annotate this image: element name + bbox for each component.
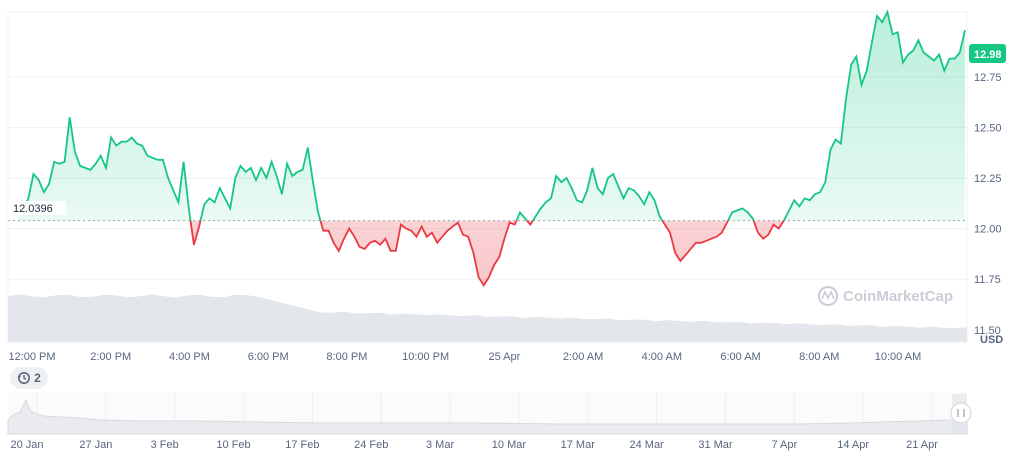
x-tick-label: 10:00 PM [402, 351, 449, 363]
navigator[interactable]: 20 Jan 27 Jan 3 Feb 10 Feb 17 Feb 24 Feb 3 Mar… [7, 392, 972, 451]
svg-text:12.0396: 12.0396 [13, 203, 53, 215]
navigator-tick-label: 31 Mar [698, 439, 733, 451]
x-tick-label: 4:00 PM [169, 351, 210, 363]
price-line-down [189, 220, 785, 287]
x-tick-label: 6:00 AM [720, 351, 760, 363]
history-count: 2 [34, 371, 41, 385]
y-axis: 12.75 12.50 12.25 12.00 11.75 11.50 [974, 72, 1002, 337]
x-tick-label: 12:00 PM [8, 351, 55, 363]
navigator-tick-label: 10 Mar [492, 439, 527, 451]
y-tick-label: 11.75 [974, 274, 1001, 286]
price-line-up [17, 9, 966, 221]
x-tick-label: 4:00 AM [642, 351, 682, 363]
x-axis: 12:00 PM 2:00 PM 4:00 PM 6:00 PM 8:00 PM 10:0… [8, 351, 921, 363]
navigator-tick-label: 21 Apr [906, 439, 938, 451]
navigator-handle[interactable] [950, 402, 972, 424]
x-tick-label: 10:00 AM [875, 351, 921, 363]
navigator-tick-label: 27 Jan [79, 439, 112, 451]
volume-area [8, 294, 967, 342]
x-tick-label: 2:00 AM [563, 351, 603, 363]
y-tick-label: 11.50 [974, 325, 1001, 337]
x-tick-label: 8:00 AM [799, 351, 839, 363]
area-fill-up [18, 12, 965, 221]
navigator-tick-label: 10 Feb [216, 439, 250, 451]
svg-text:CoinMarketCap: CoinMarketCap [843, 288, 953, 305]
baseline-label: 12.0396 [8, 201, 66, 215]
navigator-tick-label: 17 Feb [285, 439, 319, 451]
navigator-tick-label: 7 Apr [771, 439, 797, 451]
y-tick-label: 12.75 [974, 72, 1002, 84]
x-tick-label: 2:00 PM [90, 351, 131, 363]
y-tick-label: 12.50 [974, 122, 1002, 134]
history-button[interactable]: 2 [10, 367, 48, 389]
navigator-tick-label: 24 Mar [629, 439, 664, 451]
navigator-series [7, 398, 968, 435]
x-tick-label: 25 Apr [488, 351, 520, 363]
watermark: CoinMarketCap [818, 286, 953, 306]
navigator-tick-label: 14 Apr [837, 439, 869, 451]
y-tick-label: 12.00 [974, 224, 1002, 236]
currency-label: USD [980, 334, 1003, 346]
area-fill-down [190, 220, 784, 286]
navigator-tick-label: 17 Mar [561, 439, 596, 451]
current-price-badge: 12.98 [969, 44, 1006, 63]
x-tick-label: 8:00 PM [326, 351, 367, 363]
x-tick-label: 6:00 PM [248, 351, 289, 363]
navigator-tick-label: 24 Feb [354, 439, 388, 451]
history-icon [18, 372, 31, 384]
svg-text:12.98: 12.98 [974, 49, 1002, 61]
navigator-tick-label: 3 Feb [151, 439, 179, 451]
navigator-tick-label: 20 Jan [10, 439, 43, 451]
y-tick-label: 12.25 [974, 173, 1002, 185]
navigator-tick-label: 3 Mar [426, 439, 454, 451]
coinmarketcap-logo-icon [818, 286, 838, 306]
